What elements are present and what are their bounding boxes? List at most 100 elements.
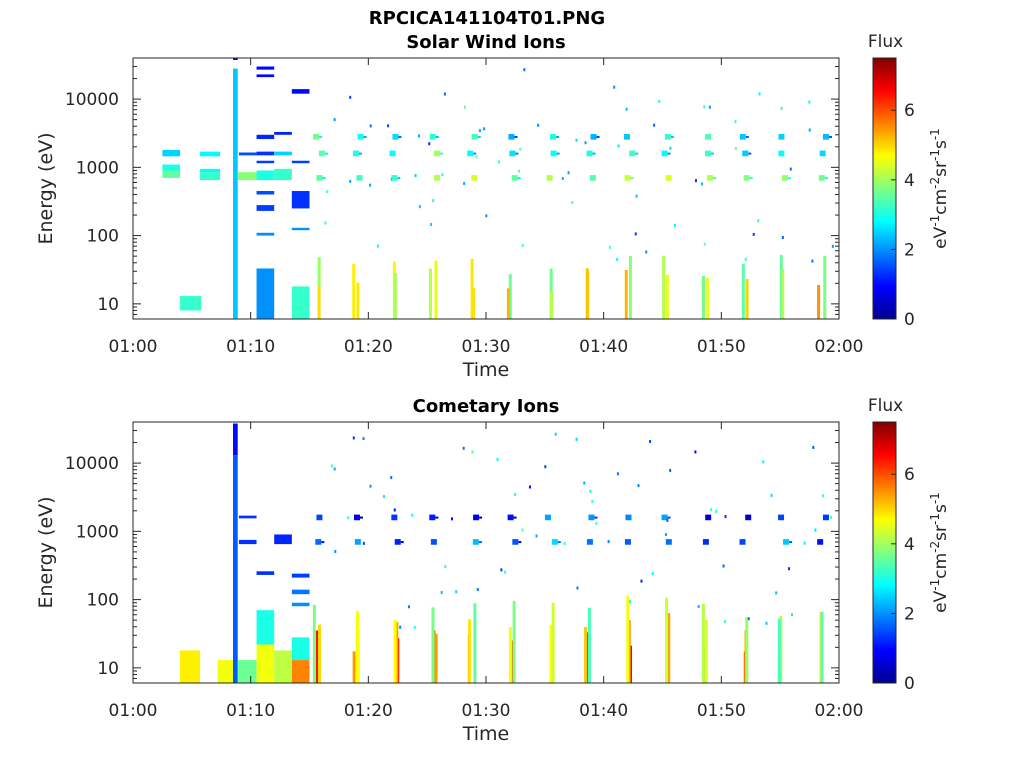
burst-cell <box>352 150 359 157</box>
scatter-point <box>443 92 446 96</box>
spectrogram-cell <box>256 571 275 575</box>
burst-cell <box>428 268 432 319</box>
burst-cell <box>316 175 323 181</box>
burst-cell <box>822 514 829 521</box>
scatter-point <box>757 219 760 223</box>
spectrogram-cell <box>274 650 292 683</box>
spectrogram-cell <box>256 160 275 164</box>
plot-frame <box>132 421 840 684</box>
burst-cell <box>550 150 557 157</box>
scatter-point <box>595 521 598 525</box>
burst-cell <box>667 152 671 155</box>
scatter-point <box>673 223 676 227</box>
burst-cell <box>745 514 752 521</box>
burst-cell <box>473 152 477 155</box>
scatter-point <box>500 568 503 572</box>
burst-cell <box>509 150 516 157</box>
scatter-point <box>369 124 372 128</box>
scatter-point <box>414 174 417 178</box>
burst-cell <box>389 150 396 157</box>
burst-cell <box>555 136 559 139</box>
scatter-point <box>462 446 465 450</box>
burst-cell <box>820 611 824 683</box>
scatter-point <box>535 534 538 538</box>
scatter-point <box>790 613 793 617</box>
burst-cell <box>704 150 711 157</box>
colorbar-tick-label: 0 <box>904 310 915 330</box>
burst-cell <box>592 152 596 155</box>
burst-cell <box>435 136 439 139</box>
scatter-point <box>629 600 632 604</box>
scatter-point <box>591 500 594 504</box>
spectrogram-cell <box>180 296 202 311</box>
burst-cell <box>354 539 361 545</box>
scatter-point <box>734 146 737 150</box>
scatter-point <box>483 127 486 131</box>
burst-cell <box>357 134 364 140</box>
spectrogram-cell <box>233 58 238 60</box>
spectrogram-cell <box>200 168 221 173</box>
scatter-point <box>649 440 652 444</box>
spectrogram-cell <box>233 423 238 456</box>
scatter-point <box>723 620 726 624</box>
burst-cell <box>472 539 479 545</box>
burst-cell <box>394 539 401 545</box>
burst-cell <box>664 134 671 140</box>
scatter-point <box>523 68 526 72</box>
burst-cell <box>400 541 404 544</box>
y-tick-label: 10 <box>97 659 119 679</box>
burst-cell <box>749 177 753 180</box>
scatter-point <box>752 232 755 236</box>
burst-cell <box>467 150 474 157</box>
scatter-point <box>803 541 806 545</box>
burst-cell <box>665 175 672 181</box>
burst-cell <box>324 152 328 155</box>
burst-cell <box>551 602 555 683</box>
scatter-point <box>563 542 566 546</box>
burst-cell <box>789 541 793 544</box>
scatter-point <box>497 160 500 164</box>
scatter-point <box>811 259 814 263</box>
spectrogram-cell <box>291 227 310 231</box>
scatter-point <box>571 200 574 204</box>
spectrogram-cell <box>256 232 275 236</box>
spectrogram-cell <box>200 172 221 181</box>
burst-cell <box>356 611 360 683</box>
burst-cell <box>363 136 367 139</box>
colorbar-label-part: -1 <box>928 579 942 591</box>
scatter-point <box>697 605 700 609</box>
scatter-point <box>617 144 620 148</box>
spectrogram-cell <box>200 151 221 157</box>
scatter-point <box>407 605 410 609</box>
spectrogram-cell <box>233 455 238 683</box>
burst-cell <box>312 604 316 683</box>
burst-cell <box>823 255 827 319</box>
burst-cell <box>777 618 781 683</box>
colorbar-tick-label: 2 <box>904 604 915 624</box>
x-tick-label: 01:00 <box>109 337 158 357</box>
scatter-point <box>645 250 648 254</box>
y-tick-label: 100 <box>87 591 119 611</box>
burst-cell <box>512 600 516 683</box>
spectrogram-cell <box>162 164 181 171</box>
spectrogram-cell <box>162 170 181 178</box>
spectrogram-cell <box>291 573 310 578</box>
burst-cell <box>828 136 832 139</box>
burst-cell <box>665 597 669 683</box>
scatter-point <box>349 179 352 183</box>
burst-cell <box>589 175 596 181</box>
scatter-point <box>829 515 832 519</box>
spectrogram-cell <box>238 539 257 545</box>
x-axis-label: Time <box>462 359 510 381</box>
scatter-point <box>808 100 811 104</box>
colorbar-tick-label: 6 <box>904 465 915 485</box>
solar-wind-ions-panel: Solar Wind Ions 01:00 01:10 01:20 01:30 01:40… <box>35 32 951 381</box>
spectrogram-cell <box>256 170 275 181</box>
colorbar-label-part: sr <box>931 525 951 541</box>
burst-cell <box>391 514 398 521</box>
burst-cell <box>822 134 829 140</box>
scatter-point <box>758 92 761 96</box>
burst-cell <box>508 274 512 319</box>
scatter-point <box>326 190 329 194</box>
